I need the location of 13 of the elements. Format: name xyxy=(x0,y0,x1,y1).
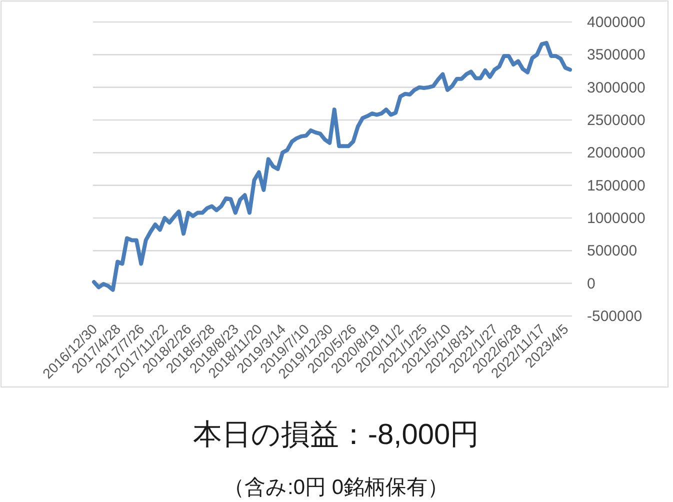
y-tick-label: 0 xyxy=(587,275,596,292)
y-tick-label: 500000 xyxy=(587,242,638,260)
y-tick-label: 3000000 xyxy=(587,79,646,96)
y-tick-label: -500000 xyxy=(587,308,642,325)
y-tick-label: 1500000 xyxy=(587,177,646,194)
y-tick-label: 2500000 xyxy=(587,112,646,129)
y-tick-label: 2000000 xyxy=(587,144,646,162)
text: （含み:0円 0銘柄保有） xyxy=(223,476,449,499)
text: 本日の損益：-8,000円 xyxy=(192,419,480,451)
y-tick-label: 1000000 xyxy=(587,210,646,227)
y-tick-label: 3500000 xyxy=(587,46,646,64)
y-tick-label: 4000000 xyxy=(587,14,646,31)
line-series xyxy=(92,40,572,292)
